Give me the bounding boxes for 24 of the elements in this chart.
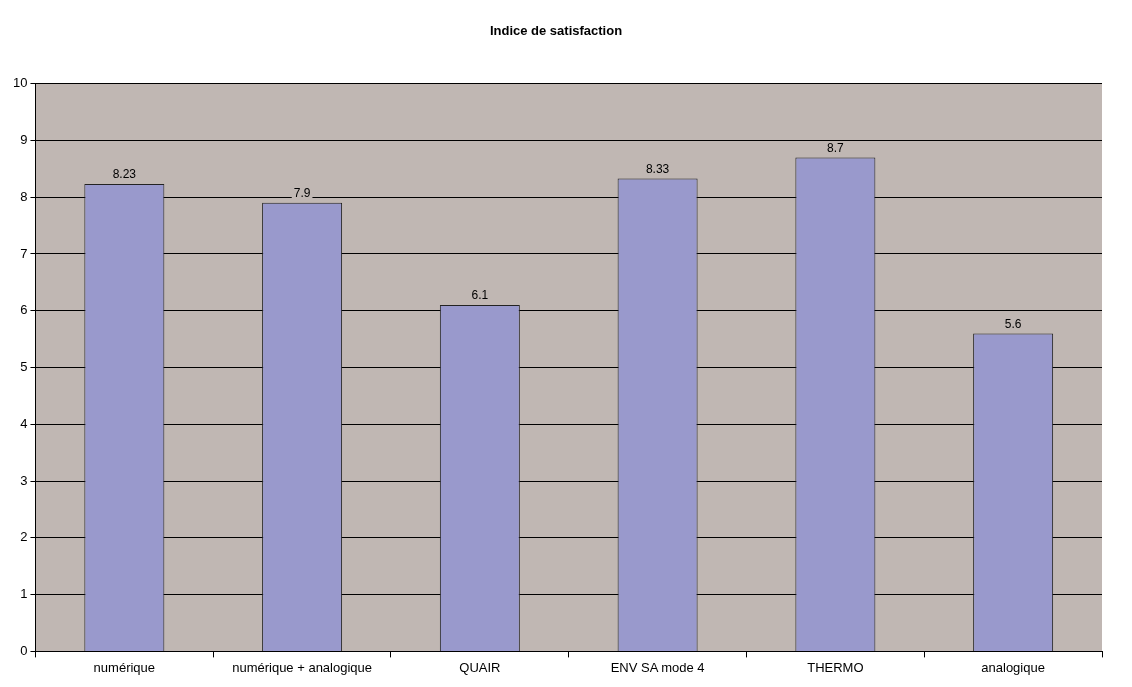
y-tick-label: 2 [20,529,28,545]
x-tick-label: QUAIR [459,659,501,675]
y-tick-label: 4 [20,415,28,431]
y-tick-label: 1 [20,586,28,602]
data-label: 8.7 [827,140,845,155]
y-tick-label: 5 [20,359,28,375]
y-tick-label: 3 [20,472,28,488]
data-label: 5.6 [1004,316,1022,331]
data-label: 8.23 [112,167,137,182]
x-tick-label: analogique [981,659,1045,675]
y-tick-label: 6 [20,302,28,318]
y-tick-label: 10 [12,75,28,91]
y-tick-label: 7 [20,245,28,261]
x-tick-label: THERMO [807,659,864,675]
chart-title: Indice de satisfaction [489,23,623,39]
data-label: 7.9 [293,186,311,201]
data-label: 8.33 [645,161,670,176]
x-tick-label: numérique [93,659,156,675]
x-tick-label: ENV SA mode 4 [610,659,705,675]
y-tick-label: 8 [20,188,28,204]
x-tick-label: numérique + analogique [232,659,373,675]
data-label: 6.1 [471,288,489,303]
y-tick-label: 9 [20,131,28,147]
y-tick-label: 0 [20,642,28,658]
